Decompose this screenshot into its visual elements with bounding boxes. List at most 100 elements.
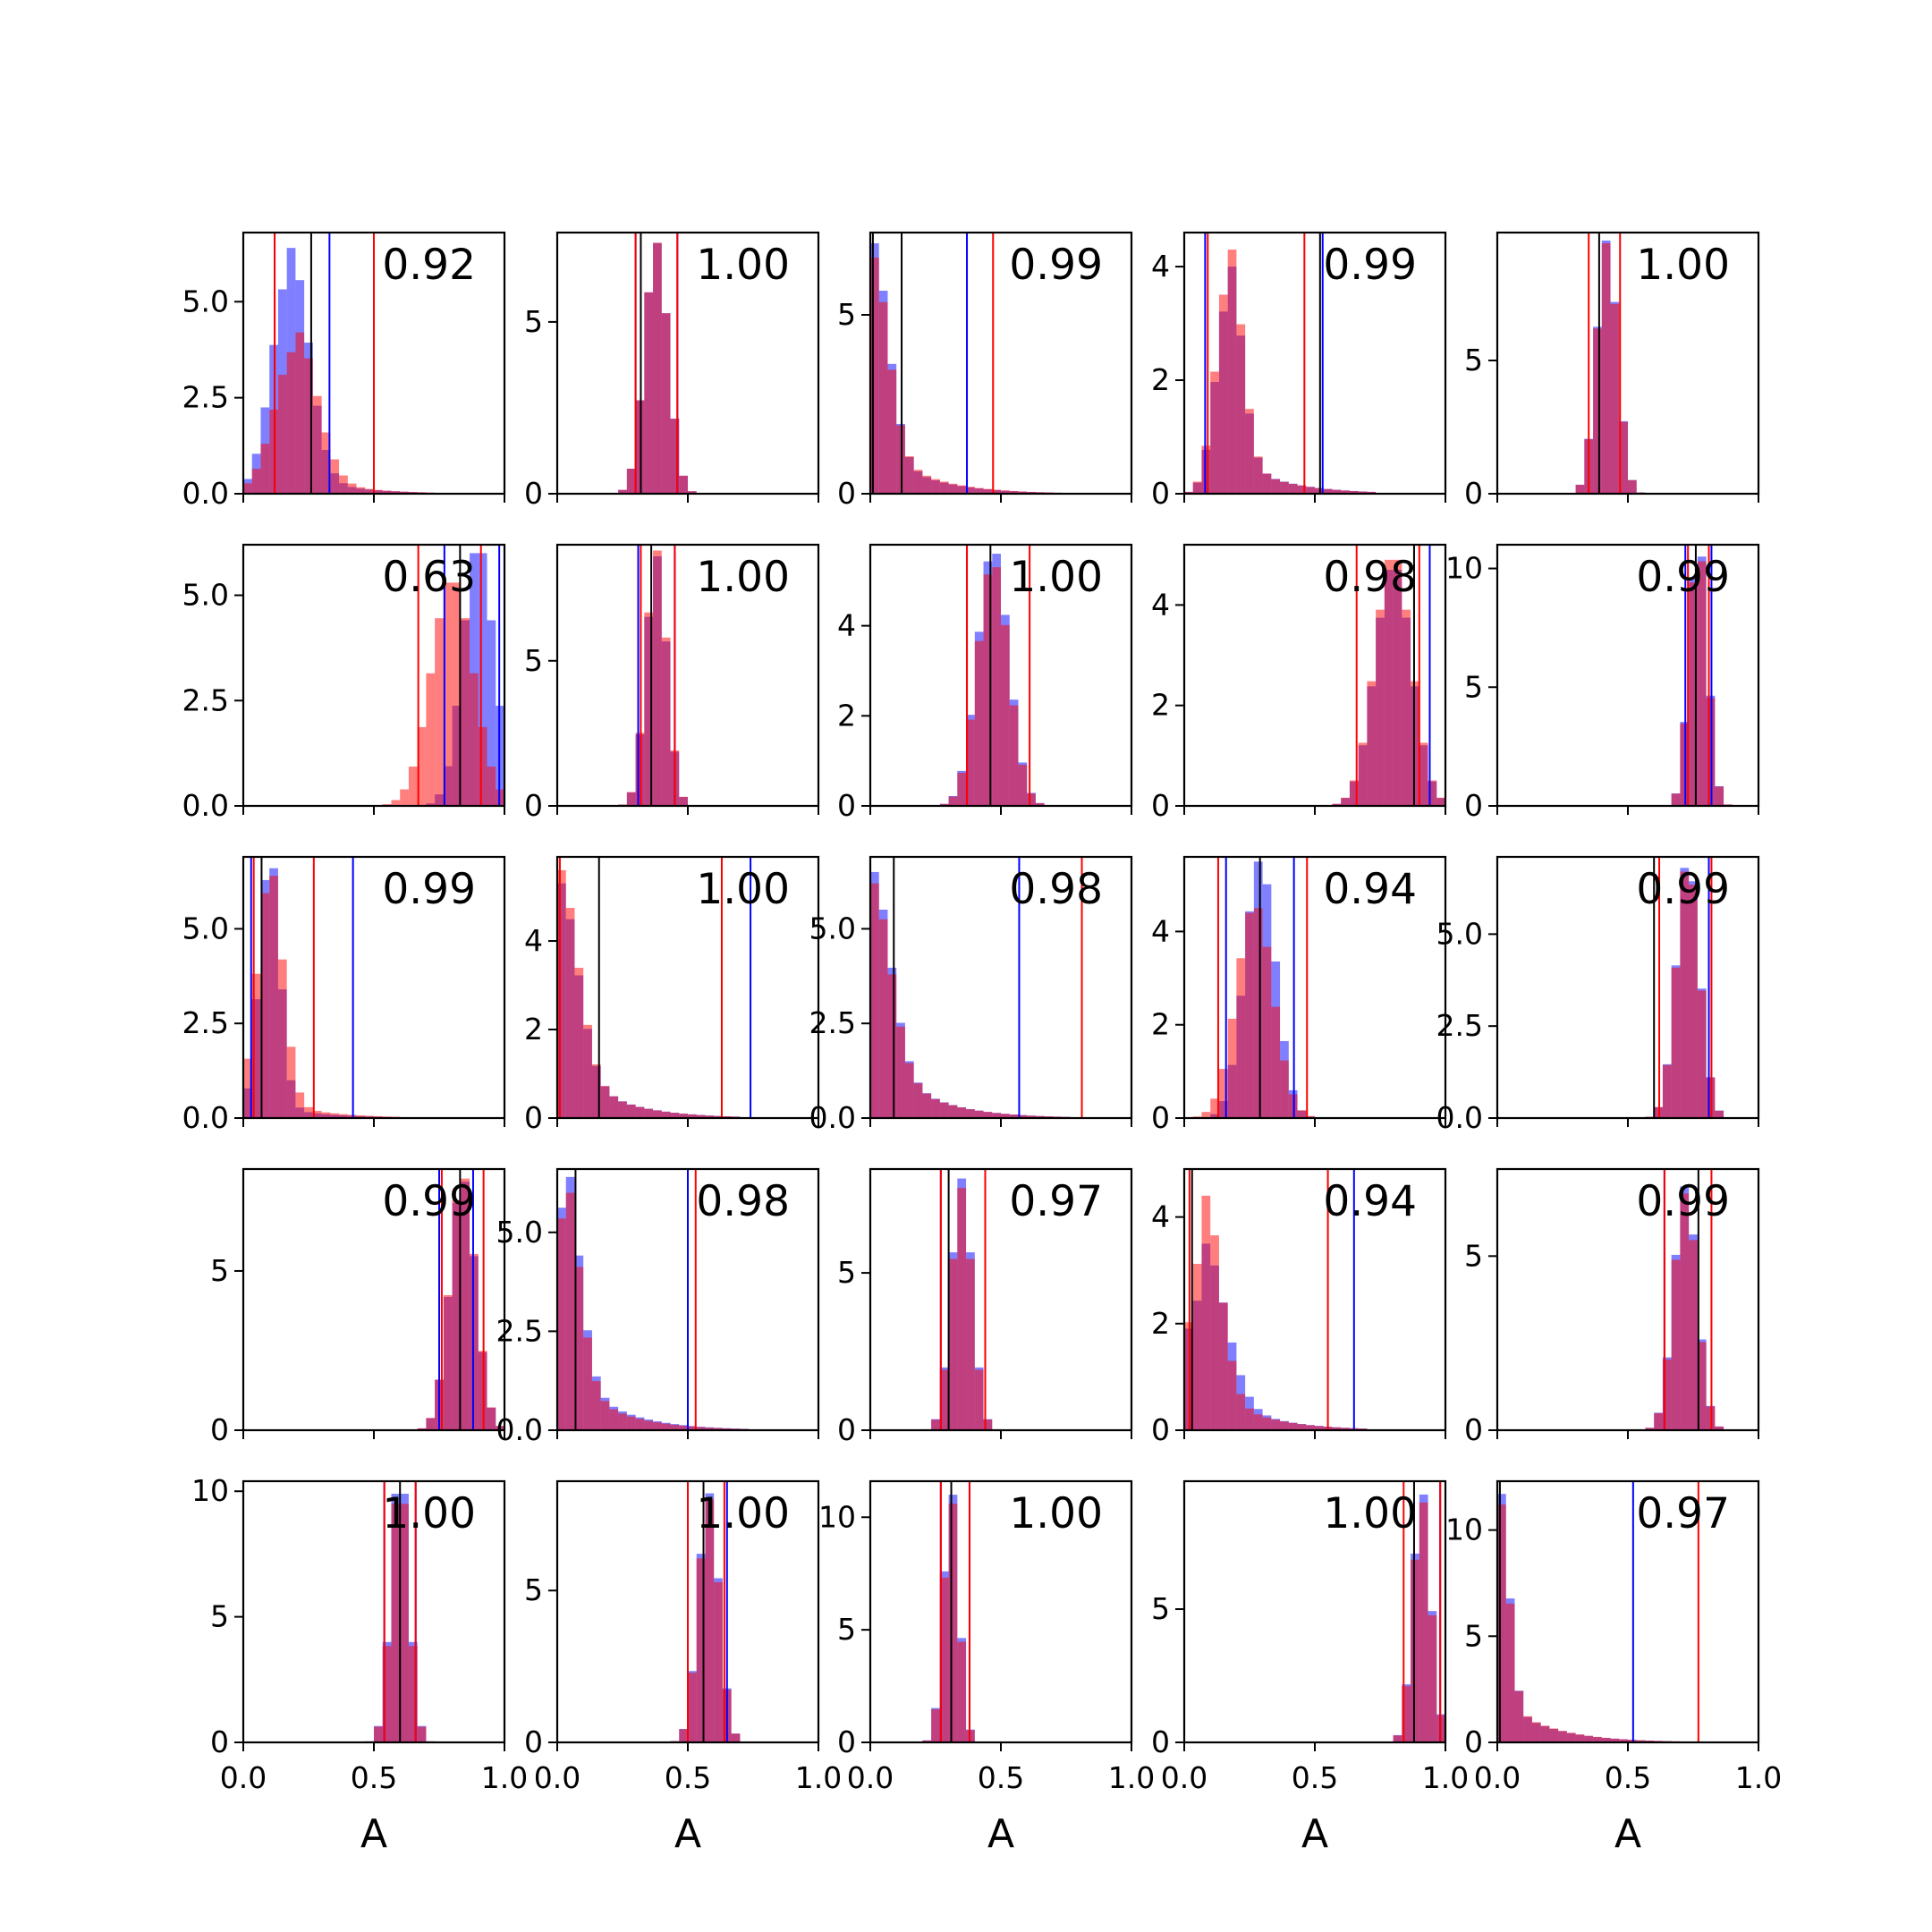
y-tick-label: 0 (1464, 1412, 1483, 1447)
red-histogram-bar (966, 1109, 975, 1118)
red-histogram-bar (1306, 1425, 1315, 1430)
panel-1-1: 0.0 2.5 5.0 0.92 (182, 231, 506, 511)
y-tick-label: 0 (524, 476, 543, 511)
red-histogram-bar (1210, 1098, 1219, 1118)
red-histogram-bar (609, 1409, 619, 1430)
panel-score-label: 1.00 (1323, 1489, 1417, 1538)
panel-score-label: 1.00 (696, 241, 790, 290)
y-tick-label: 5.0 (182, 578, 229, 613)
red-histogram-bar (1428, 780, 1437, 806)
panel-score-label: 0.99 (382, 1177, 476, 1226)
y-tick-label: 5.0 (182, 911, 229, 945)
plot-area (922, 1481, 975, 1742)
red-histogram-bar (1288, 1422, 1298, 1430)
red-histogram-bar (983, 1112, 993, 1118)
red-histogram-bar (1402, 609, 1411, 806)
y-tick-label: 4 (1151, 587, 1170, 622)
red-histogram-bar (1218, 294, 1228, 494)
red-histogram-bar (922, 475, 932, 494)
panel-3-2: 0 2 4 1.00 (524, 855, 820, 1135)
red-histogram-bar (356, 1114, 366, 1118)
y-tick-label: 2 (1151, 1007, 1170, 1042)
y-tick-label: 0 (1464, 1724, 1483, 1759)
x-tick-label: 1.0 (1422, 1760, 1469, 1795)
red-histogram-bar (260, 893, 270, 1118)
panel-3-1: 0.0 2.5 5.0 0.99 (182, 855, 506, 1135)
red-histogram-bar (679, 796, 688, 806)
red-histogram-bar (679, 1729, 688, 1742)
red-histogram-bar (295, 1092, 305, 1118)
red-histogram-bar (1001, 490, 1010, 494)
x-tick-label: 1.0 (481, 1760, 528, 1795)
y-tick-label: 0 (837, 1412, 856, 1447)
red-histogram-bar (1297, 1110, 1307, 1118)
red-histogram-bar (1253, 908, 1263, 1118)
red-histogram-bar (661, 1423, 671, 1430)
red-histogram-bar (626, 1416, 636, 1430)
red-histogram-bar (974, 640, 984, 806)
red-histogram-bar (1009, 490, 1019, 494)
red-histogram-bar (1697, 561, 1707, 806)
red-histogram-bar (426, 1418, 436, 1430)
red-histogram-bar (1027, 793, 1036, 806)
y-tick-label: 2.5 (809, 1005, 856, 1040)
y-tick-label: 0 (837, 788, 856, 823)
red-histogram-bar (948, 1105, 958, 1118)
y-tick-label: 2.5 (496, 1313, 543, 1348)
red-histogram-bar (688, 1426, 697, 1430)
plot-area (1575, 233, 1646, 494)
red-histogram-bar (417, 726, 427, 806)
red-histogram-bar (878, 301, 888, 494)
panel-1-4: 0 2 4 0.99 (1151, 231, 1447, 511)
red-histogram-bar (443, 582, 453, 806)
red-histogram-bar (966, 487, 975, 494)
y-tick-label: 2 (1151, 1306, 1170, 1341)
y-tick-label: 5 (1464, 1618, 1483, 1653)
red-histogram-bar (696, 1114, 706, 1118)
panel-4-5: 050.99 (1464, 1167, 1760, 1447)
red-histogram-bar (1035, 802, 1045, 806)
y-tick-label: 5 (210, 1599, 229, 1634)
y-tick-label: 5 (210, 1253, 229, 1288)
red-histogram-bar (321, 1112, 331, 1118)
red-histogram-bar (1271, 1419, 1281, 1430)
y-tick-label: 5 (1151, 1591, 1170, 1626)
red-histogram-bar (705, 1115, 715, 1118)
red-histogram-bar (1245, 409, 1254, 494)
red-histogram-bar (948, 796, 958, 806)
y-tick-label: 0 (524, 1100, 543, 1135)
red-histogram-bar (1210, 371, 1219, 494)
red-histogram-bar (931, 1098, 940, 1118)
red-histogram-bar (391, 491, 401, 494)
red-histogram-bar (1009, 705, 1019, 806)
panel-5-5: 0 5 10 0.0 0.5 1.0 A 0.97 (1445, 1479, 1782, 1857)
red-histogram-bar (1671, 967, 1681, 1118)
red-histogram-bar (957, 772, 967, 806)
red-histogram-bar (1018, 765, 1028, 806)
red-histogram-bar (1262, 946, 1272, 1118)
red-histogram-bar (286, 1046, 296, 1118)
panel-1-5: 051.00 (1464, 231, 1760, 511)
red-histogram-bar (974, 487, 984, 494)
red-histogram-bar (1428, 1614, 1437, 1742)
red-histogram-bar (1497, 1504, 1506, 1742)
y-tick-label: 5 (1464, 343, 1483, 377)
red-histogram-bar (1001, 624, 1010, 806)
red-histogram-bar (696, 1558, 706, 1742)
y-tick-label: 2 (1151, 362, 1170, 397)
plot-area (618, 545, 688, 806)
red-histogram-bar (243, 483, 252, 494)
red-histogram-bar (374, 1726, 383, 1742)
red-histogram-bar (644, 1420, 654, 1430)
red-histogram-bar (1201, 1112, 1211, 1118)
panel-3-4: 0 2 4 0.94 (1151, 855, 1447, 1135)
blue-histogram-bar (487, 620, 496, 806)
red-histogram-bar (321, 432, 331, 494)
red-histogram-bar (661, 637, 671, 806)
red-histogram-bar (286, 352, 296, 494)
x-axis-label: A (1301, 1811, 1328, 1857)
red-histogram-bar (1715, 786, 1724, 806)
panel-1-2: 051.00 (524, 231, 820, 511)
red-histogram-bar (1280, 1060, 1289, 1118)
